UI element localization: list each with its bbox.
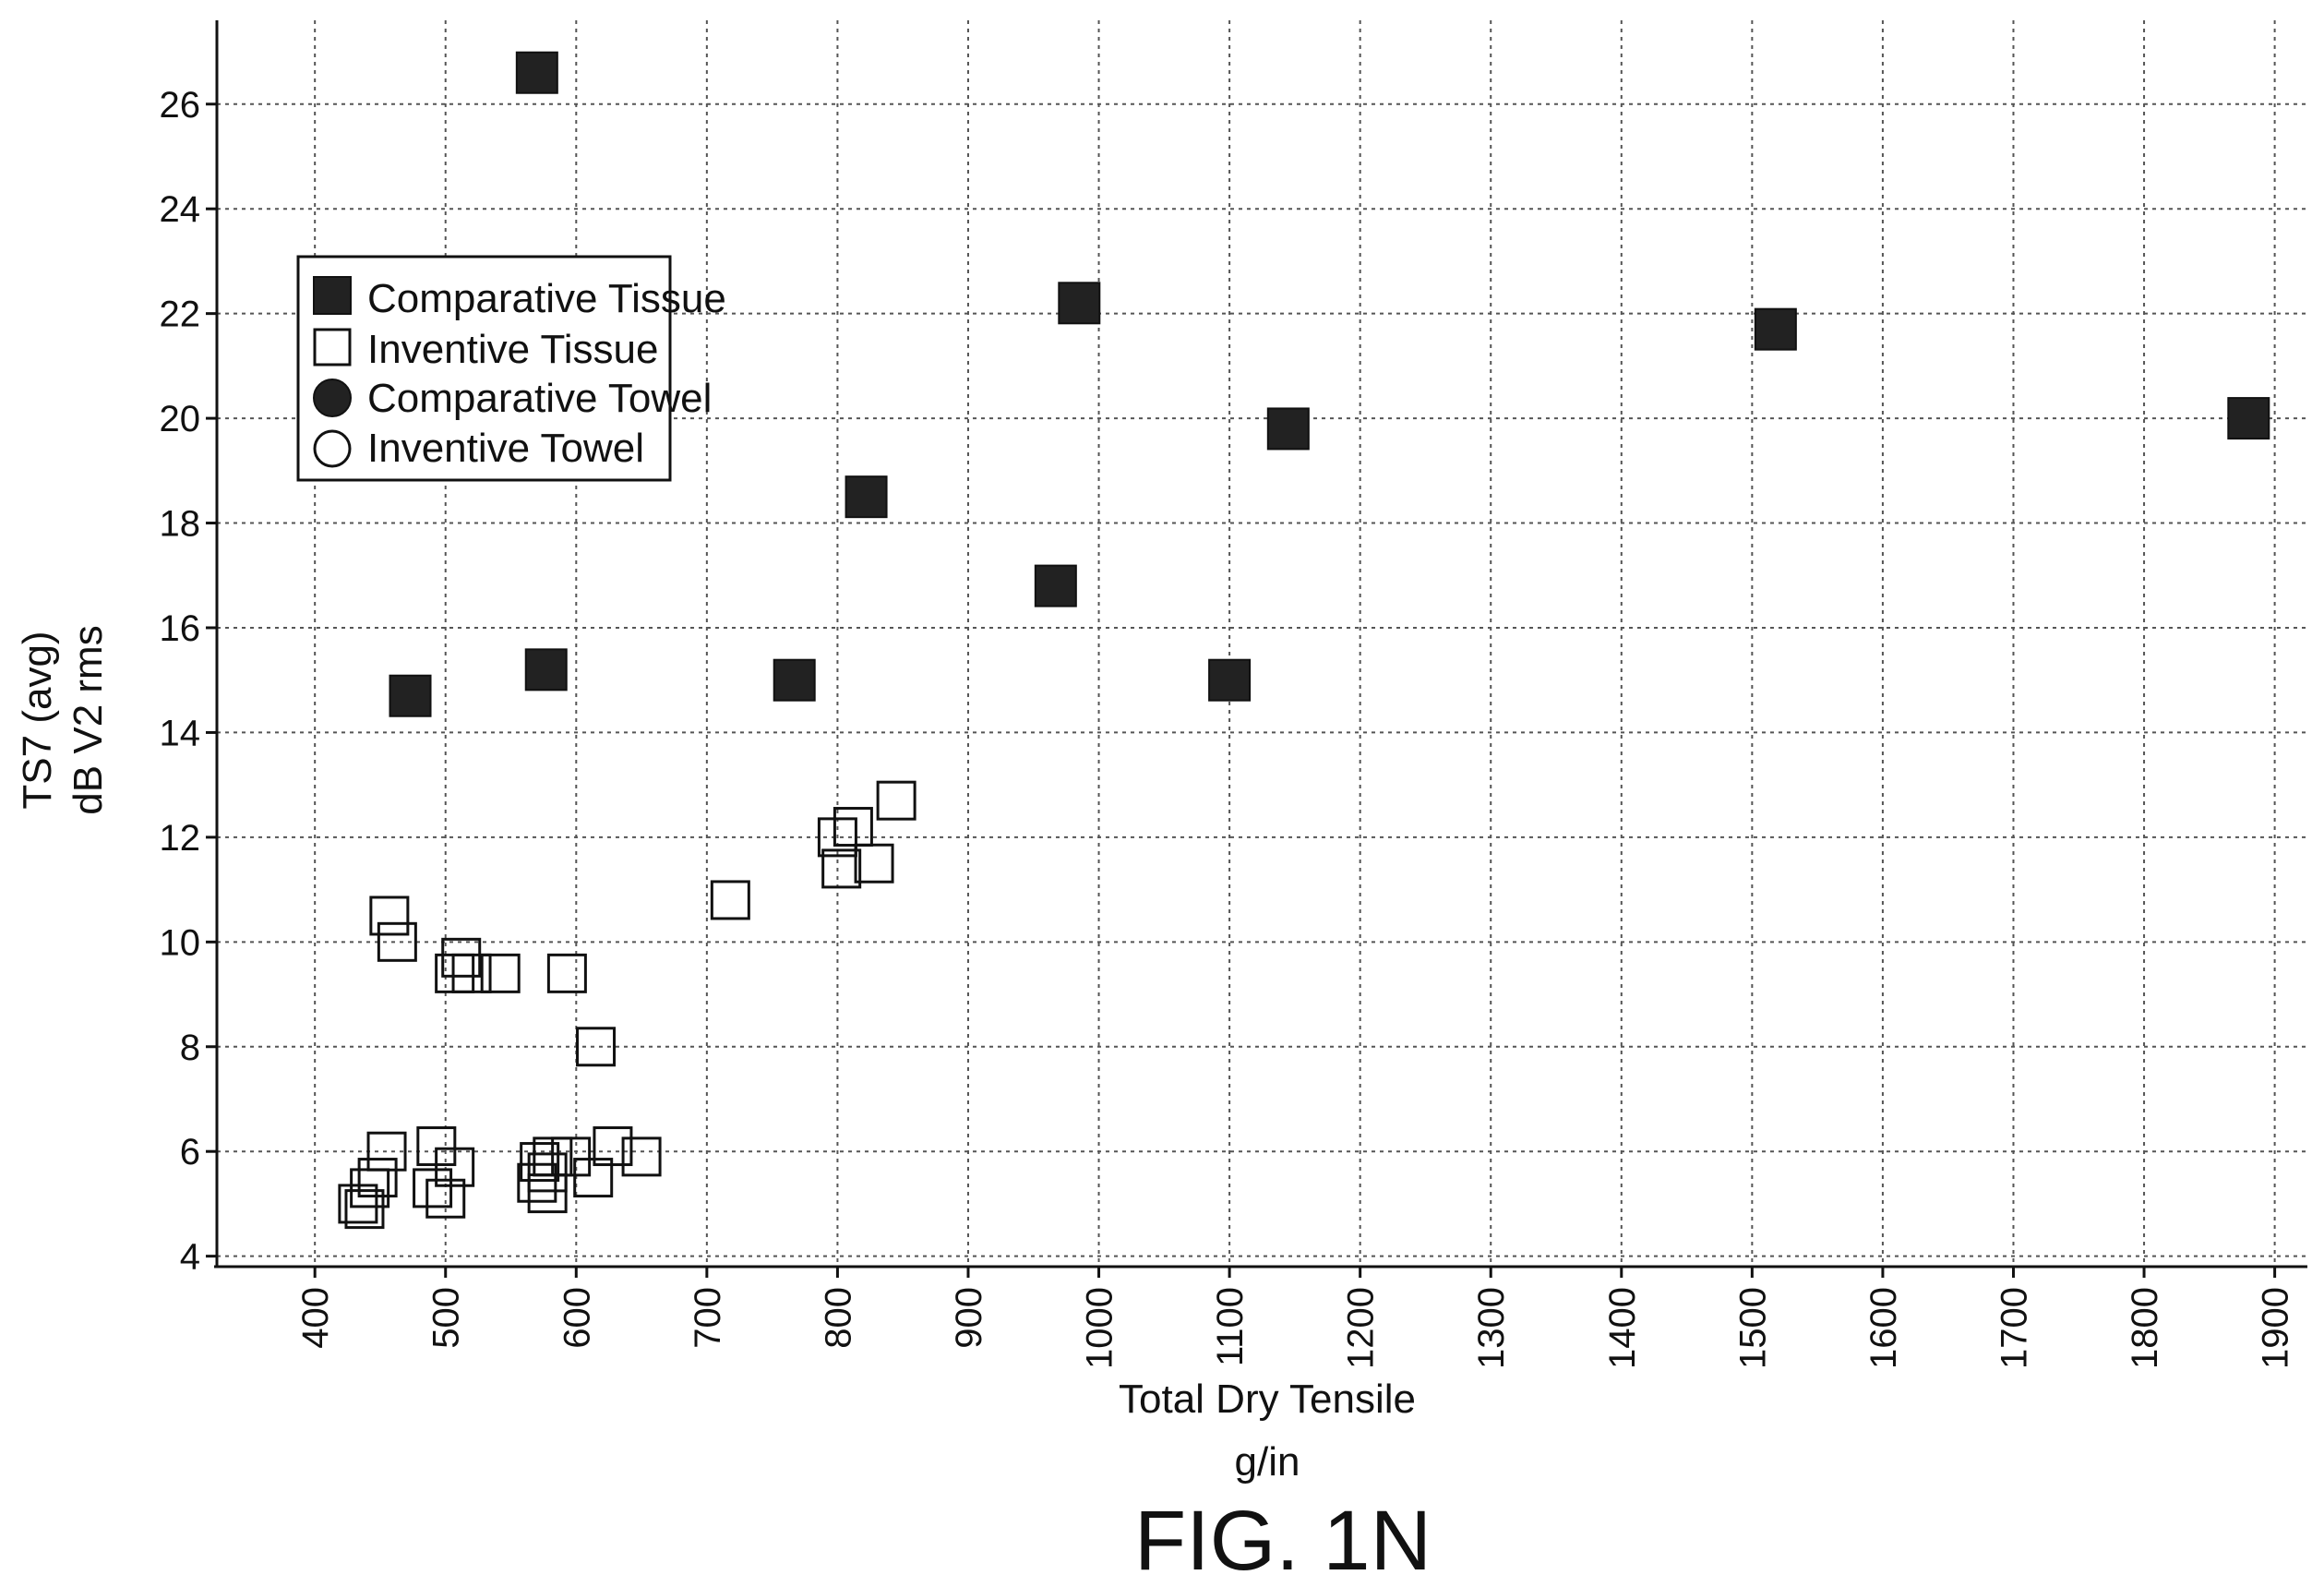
- point-inventive-tissue: [350, 1168, 390, 1208]
- y-tick-label: 20: [160, 399, 201, 439]
- legend-label-comparative-tissue: Comparative Tissue: [367, 276, 726, 321]
- point-inventive-tissue: [551, 1136, 592, 1177]
- y-tick-label: 10: [160, 922, 201, 963]
- x-tick-label: 1800: [2125, 1287, 2165, 1369]
- y-tick-label: 18: [160, 504, 201, 545]
- figure-caption: FIG. 1N: [1134, 1494, 1432, 1587]
- point-inventive-tissue: [527, 1173, 568, 1214]
- point-inventive-tissue: [441, 937, 482, 978]
- point-inventive-tissue: [425, 1178, 466, 1219]
- legend-open-square-icon: [313, 328, 352, 367]
- point-comparative-tissue: [1266, 407, 1310, 451]
- x-axis-ticks: 400 500 600 700 800 900 1000 1100 1200 1300 1400 15…: [295, 1267, 2296, 1369]
- point-inventive-tissue: [833, 807, 873, 848]
- x-tick-label: 800: [818, 1287, 858, 1349]
- grid-lines: [217, 20, 2307, 1267]
- legend-label-comparative-towel: Comparative Towel: [367, 376, 712, 421]
- y-axis-unit-label: dB V2 rms: [66, 625, 111, 814]
- x-tick-label: 1500: [1732, 1287, 1773, 1369]
- y-tick-label: 6: [180, 1132, 200, 1172]
- point-inventive-tissue: [435, 1147, 475, 1187]
- y-tick-label: 26: [160, 85, 201, 126]
- x-tick-label: 400: [295, 1287, 336, 1349]
- point-inventive-tissue: [821, 848, 862, 889]
- x-tick-label: 1200: [1341, 1287, 1382, 1369]
- y-tick-label: 16: [160, 608, 201, 649]
- legend-filled-square-icon: [313, 276, 352, 315]
- point-inventive-tissue: [621, 1136, 662, 1177]
- point-comparative-tissue: [1208, 658, 1252, 702]
- point-inventive-tissue: [573, 1158, 614, 1198]
- y-tick-label: 12: [160, 818, 201, 859]
- y-axis-ticks: 4 6 8 10 12 14 16 18 20 22 24 26: [160, 85, 217, 1278]
- legend: Comparative Tissue Inventive Tissue Comp…: [296, 255, 726, 482]
- point-inventive-tissue: [817, 817, 857, 858]
- point-comparative-tissue: [773, 658, 816, 702]
- x-tick-label: 900: [949, 1287, 989, 1349]
- x-tick-label: 1400: [1602, 1287, 1643, 1369]
- legend-box: [296, 255, 672, 482]
- x-tick-label: 600: [557, 1287, 597, 1349]
- y-tick-label: 24: [160, 189, 201, 230]
- legend-label-inventive-towel: Inventive Towel: [367, 426, 644, 471]
- point-inventive-tissue: [517, 1162, 557, 1203]
- x-axis-label: Total Dry Tensile: [1119, 1377, 1416, 1422]
- point-inventive-tissue: [369, 896, 410, 936]
- x-tick-label: 1700: [1994, 1287, 2034, 1369]
- x-axis-unit-label: g/in: [1235, 1439, 1300, 1485]
- y-axis-label: TS7 (avg): [15, 631, 60, 809]
- point-comparative-tissue: [389, 674, 432, 717]
- x-tick-label: 700: [688, 1287, 728, 1349]
- axes: [214, 20, 2307, 1268]
- y-tick-label: 14: [160, 713, 201, 753]
- point-inventive-tissue: [344, 1189, 385, 1230]
- point-inventive-tissue: [546, 953, 587, 993]
- point-inventive-tissue: [520, 1142, 560, 1183]
- point-inventive-tissue: [854, 843, 894, 884]
- y-tick-label: 22: [160, 295, 201, 335]
- point-inventive-tissue: [377, 921, 417, 962]
- point-inventive-tissue: [576, 1027, 617, 1067]
- x-tick-label: 1100: [1210, 1287, 1251, 1366]
- data-points: [338, 51, 2270, 1230]
- point-comparative-tissue: [1034, 564, 1077, 607]
- point-inventive-tissue: [338, 1184, 378, 1224]
- point-inventive-tissue: [451, 953, 492, 993]
- point-inventive-tissue: [527, 1152, 568, 1193]
- point-inventive-tissue: [710, 880, 750, 920]
- y-tick-label: 8: [180, 1028, 200, 1068]
- x-tick-label: 1600: [1863, 1287, 1904, 1369]
- x-tick-label: 1300: [1471, 1287, 1512, 1369]
- legend-filled-circle-icon: [313, 379, 352, 417]
- x-tick-label: 500: [426, 1287, 467, 1349]
- point-inventive-tissue: [480, 953, 521, 993]
- legend-label-inventive-tissue: Inventive Tissue: [367, 327, 659, 372]
- x-tick-label: 1900: [2256, 1287, 2296, 1369]
- y-tick-label: 4: [180, 1237, 200, 1278]
- x-tick-label: 1000: [1080, 1287, 1120, 1369]
- point-comparative-tissue: [2227, 397, 2270, 440]
- point-comparative-tissue: [515, 51, 558, 94]
- legend-open-circle-icon: [313, 429, 352, 468]
- point-inventive-tissue: [413, 1168, 453, 1208]
- point-comparative-tissue: [524, 648, 568, 691]
- point-comparative-tissue: [1754, 307, 1797, 351]
- point-comparative-tissue: [1058, 282, 1101, 325]
- point-comparative-tissue: [845, 475, 888, 519]
- point-inventive-tissue: [876, 780, 916, 821]
